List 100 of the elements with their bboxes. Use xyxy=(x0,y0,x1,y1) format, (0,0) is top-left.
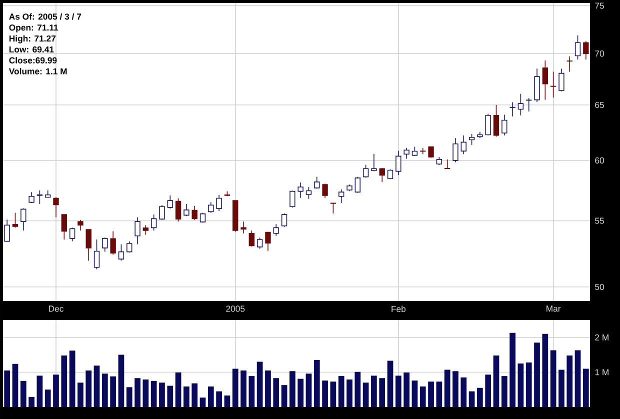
annotation: Close:69.99 xyxy=(9,57,57,64)
bar xyxy=(61,355,68,407)
bar xyxy=(362,382,369,407)
bar xyxy=(582,368,589,407)
y-tick-label: 70 xyxy=(595,50,604,57)
candlestick xyxy=(542,60,548,100)
bar xyxy=(150,380,157,407)
candlestick xyxy=(338,188,344,204)
bar xyxy=(159,382,165,407)
bar xyxy=(216,391,222,407)
bar xyxy=(20,380,26,407)
candlestick xyxy=(248,230,255,247)
bar xyxy=(78,382,84,407)
candlestick xyxy=(28,192,34,204)
candlestick xyxy=(208,202,214,214)
candlestick xyxy=(550,71,556,98)
candlestick xyxy=(86,229,92,262)
candlestick xyxy=(583,40,589,60)
bar xyxy=(379,378,386,407)
candlestick xyxy=(404,147,410,160)
bar xyxy=(94,366,100,407)
candlestick xyxy=(53,196,59,218)
candlestick xyxy=(502,114,508,136)
candlestick xyxy=(518,93,524,116)
annotation: High: 71.27 xyxy=(9,35,56,44)
candlestick xyxy=(20,208,26,231)
bar xyxy=(436,382,442,407)
bar xyxy=(485,374,492,407)
candlestick xyxy=(485,113,491,136)
bar xyxy=(306,374,312,407)
bar xyxy=(558,370,564,407)
candlestick xyxy=(362,164,369,178)
annotation: Low: 69.41 xyxy=(9,46,54,53)
bar xyxy=(4,370,10,407)
candlestick xyxy=(134,216,140,245)
bar xyxy=(371,376,377,407)
candlestick xyxy=(69,227,76,242)
bar xyxy=(110,376,116,407)
y-tick-label: 2 M xyxy=(595,334,608,340)
candlestick xyxy=(281,213,288,228)
bar xyxy=(240,370,246,407)
candlestick xyxy=(273,224,279,236)
bar xyxy=(273,378,280,407)
bar xyxy=(493,355,500,407)
x-tick-label: Dec xyxy=(49,306,64,312)
candlestick xyxy=(61,214,67,240)
bar xyxy=(298,378,304,407)
bar xyxy=(86,370,92,407)
bar xyxy=(574,350,581,407)
bar xyxy=(142,380,149,407)
bar xyxy=(102,374,108,407)
bar xyxy=(134,378,140,407)
candlestick xyxy=(330,202,336,214)
annotation: Open: 71.11 xyxy=(9,24,58,32)
bar xyxy=(330,382,336,407)
candlestick xyxy=(460,134,466,155)
bar xyxy=(354,372,361,407)
bar xyxy=(289,371,296,407)
candlestick xyxy=(290,190,296,208)
candlestick xyxy=(298,182,304,198)
candlestick xyxy=(371,154,377,172)
bar xyxy=(322,380,328,407)
x-tick-label: 2005 xyxy=(226,306,245,312)
candlestick xyxy=(175,198,182,222)
bar xyxy=(460,377,467,407)
candlestick xyxy=(558,68,564,92)
bar xyxy=(281,385,288,407)
candlestick xyxy=(566,56,572,72)
bar xyxy=(248,376,255,407)
bar xyxy=(118,354,124,407)
y-tick-label: 55 xyxy=(595,218,604,224)
candlestick xyxy=(142,224,149,236)
y-tick-label: 65 xyxy=(595,102,604,108)
y-tick-label: 75 xyxy=(595,2,604,9)
bar xyxy=(387,360,394,407)
candlestick xyxy=(159,204,165,220)
bar xyxy=(232,368,238,407)
candlestick xyxy=(265,232,271,252)
bar xyxy=(69,350,76,407)
y-tick-label: 60 xyxy=(595,157,604,164)
candlestick xyxy=(118,244,124,262)
x-tick-label: Mar xyxy=(546,306,561,312)
bar xyxy=(36,376,43,407)
bar xyxy=(477,388,483,407)
bar xyxy=(412,380,418,407)
bar xyxy=(468,391,475,407)
bar xyxy=(534,342,540,407)
bar xyxy=(550,350,556,407)
bar xyxy=(53,374,59,407)
bar xyxy=(444,370,450,407)
candlestick xyxy=(452,138,458,163)
bar xyxy=(192,383,198,407)
bar xyxy=(542,334,548,407)
candlestick xyxy=(102,237,108,252)
annotation: As Of: 2005 / 3 / 7 xyxy=(9,13,82,20)
candlestick xyxy=(150,214,157,231)
candlestick xyxy=(322,183,328,198)
bar xyxy=(208,386,214,407)
bar xyxy=(256,362,263,407)
bar xyxy=(338,376,344,407)
